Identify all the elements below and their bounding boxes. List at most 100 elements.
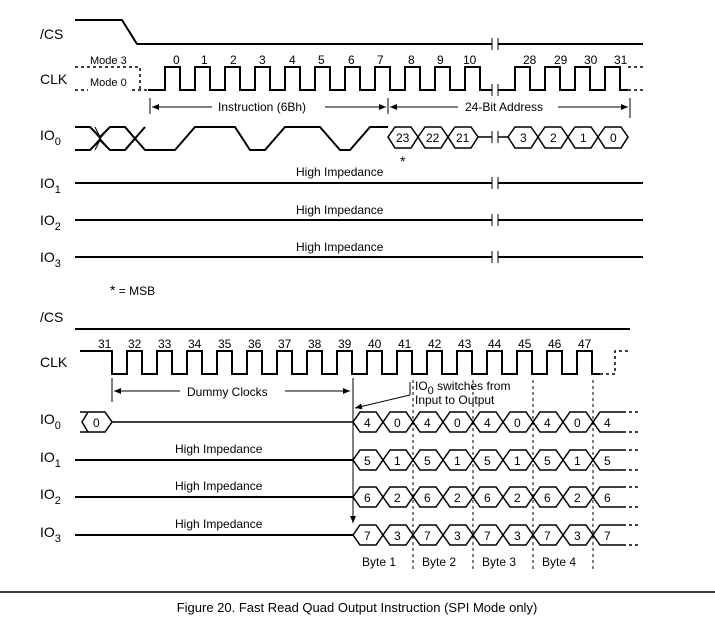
bclk-35: 35	[218, 337, 232, 351]
clk-num-7: 7	[377, 53, 384, 67]
clk-num-29: 29	[554, 53, 568, 67]
io2-bit-7: 2	[574, 491, 581, 505]
byte-dividers	[412, 380, 594, 570]
io2-bit-3: 2	[454, 491, 461, 505]
clk-num-2: 2	[230, 53, 237, 67]
top-io2-break	[491, 214, 499, 226]
io3-bit-2: 7	[424, 529, 431, 543]
mode-dotted-lines	[75, 66, 148, 91]
io1-hex-8	[592, 449, 623, 471]
io2-bit-0: 6	[364, 491, 371, 505]
msb-star: *	[400, 153, 406, 169]
io0-bit-5: 0	[514, 416, 521, 430]
instruction-dimension	[149, 98, 389, 114]
addr-bit-0: 0	[610, 131, 617, 145]
io0-bit-3: 0	[454, 416, 461, 430]
io2-continuation	[623, 486, 638, 508]
io1-bit-4: 5	[484, 454, 491, 468]
clk-num-4: 4	[289, 53, 296, 67]
io0-bit-7: 0	[574, 416, 581, 430]
top-cs-label: /CS	[40, 26, 63, 42]
top-io1-label: IO1	[40, 175, 61, 196]
clk-num-28: 28	[523, 53, 537, 67]
io3-hex-8	[592, 524, 623, 546]
io2-bit-4: 6	[484, 491, 491, 505]
io0-hex-8	[592, 411, 623, 433]
bclk-46: 46	[548, 337, 562, 351]
byte-1-label: Byte 1	[362, 555, 396, 569]
bot-io1-label: IO1	[40, 449, 61, 470]
address-label: 24-Bit Address	[465, 100, 543, 114]
io3-bit-5: 3	[514, 529, 521, 543]
clk-num-8: 8	[408, 53, 415, 67]
bot-io2-hiz-label: High Impedance	[175, 479, 263, 493]
io1-bit-5: 1	[514, 454, 521, 468]
top-io1-break	[491, 177, 499, 189]
addr-bit-2: 2	[550, 131, 557, 145]
bclk-36: 36	[248, 337, 262, 351]
io2-bit-6: 6	[544, 491, 551, 505]
bclk-39: 39	[338, 337, 352, 351]
io1-bit-1: 1	[394, 454, 401, 468]
byte-3-label: Byte 3	[482, 555, 516, 569]
addr-bit-3: 3	[520, 131, 527, 145]
top-clk-break	[491, 84, 499, 96]
addr-bit-22: 22	[426, 131, 440, 145]
bot-io0-start	[80, 411, 353, 433]
switch-leader-2	[354, 394, 411, 410]
bclk-33: 33	[158, 337, 172, 351]
bclk-37: 37	[278, 337, 292, 351]
bclk-41: 41	[398, 337, 412, 351]
io1-bit-0: 5	[364, 454, 371, 468]
clk-num-6: 6	[348, 53, 355, 67]
clk-num-31: 31	[614, 53, 628, 67]
io0-bit-2: 4	[424, 416, 431, 430]
bclk-32: 32	[128, 337, 142, 351]
addr-bit-23: 23	[396, 131, 410, 145]
dummy-dimension	[111, 378, 350, 402]
io0-bit-8: 4	[604, 416, 611, 430]
io3-bit-4: 7	[484, 529, 491, 543]
byte-2-label: Byte 2	[422, 555, 456, 569]
switch-note-line2: Input to Output	[415, 393, 495, 407]
figure-caption: Figure 20. Fast Read Quad Output Instruc…	[177, 600, 538, 615]
top-io0-waveform	[75, 126, 388, 151]
clk-num-3: 3	[259, 53, 266, 67]
bot-io0-start-bit: 0	[93, 416, 100, 430]
bclk-40: 40	[368, 337, 382, 351]
addr-bit-1: 1	[580, 131, 587, 145]
clk-num-5: 5	[318, 53, 325, 67]
bot-cs-label: /CS	[40, 309, 63, 325]
top-io3-break	[491, 251, 499, 263]
top-cs-waveform	[75, 19, 643, 45]
io3-bit-3: 3	[454, 529, 461, 543]
byte-4-label: Byte 4	[542, 555, 576, 569]
top-cs-break	[491, 38, 499, 50]
io1-bit-7: 1	[574, 454, 581, 468]
bclk-42: 42	[428, 337, 442, 351]
io2-bit-5: 2	[514, 491, 521, 505]
address-dimension	[390, 98, 631, 118]
io0-bit-4: 4	[484, 416, 491, 430]
clk-num-1: 1	[201, 53, 208, 67]
bot-io3-hiz-label: High Impedance	[175, 517, 263, 531]
bclk-31: 31	[98, 337, 112, 351]
bclk-38: 38	[308, 337, 322, 351]
io0-bit-1: 0	[394, 416, 401, 430]
top-io2-label: IO2	[40, 212, 61, 233]
bot-clk-dotted-end	[600, 350, 630, 375]
io1-continuation	[623, 449, 638, 471]
io3-bit-6: 7	[544, 529, 551, 543]
bot-io1-hiz-label: High Impedance	[175, 442, 263, 456]
dummy-label: Dummy Clocks	[187, 385, 268, 399]
msb-note: * = MSB	[110, 282, 155, 298]
io2-hex-8	[592, 486, 623, 508]
io2-bit-2: 6	[424, 491, 431, 505]
top-io2-hiz-label: High Impedance	[296, 203, 384, 217]
addr-bit-21: 21	[456, 131, 470, 145]
mode0-label: Mode 0	[90, 77, 127, 89]
io0-bit-0: 4	[364, 416, 371, 430]
io3-bit-0: 7	[364, 529, 371, 543]
bclk-44: 44	[488, 337, 502, 351]
